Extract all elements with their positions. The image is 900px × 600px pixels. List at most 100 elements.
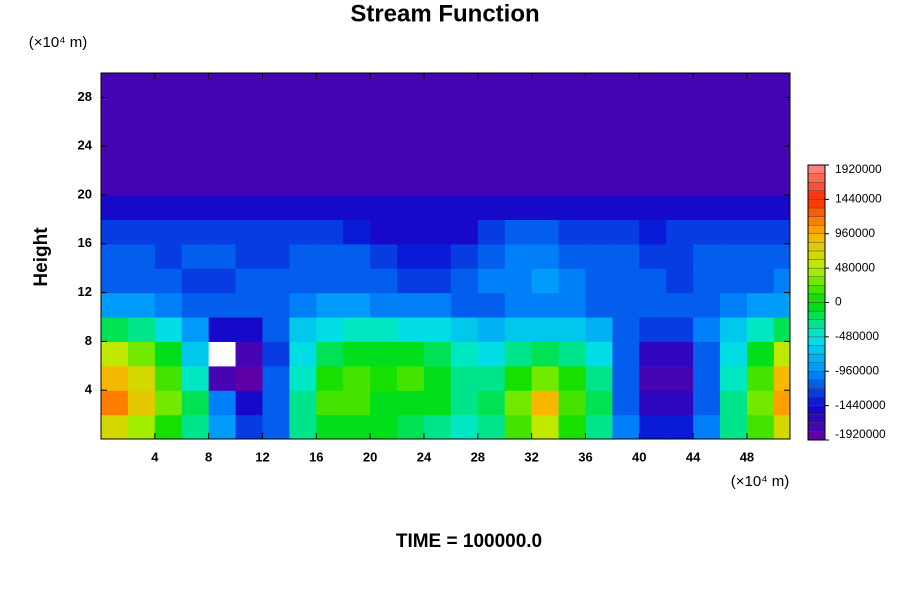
field-cell [423,414,452,439]
field-cell [154,170,183,196]
field-cell [289,97,317,123]
field-cell [370,73,398,98]
field-cell [558,195,587,220]
field-cell [154,268,183,294]
field-cell [397,414,425,439]
field-cell [666,243,694,269]
field-cell [720,146,748,172]
field-cell [639,121,667,147]
field-cell [746,73,775,98]
field-cell [397,243,425,269]
field-cell [235,195,264,220]
field-cell [585,97,613,123]
field-cell [693,97,721,123]
field-cell [773,365,790,391]
field-cell [746,268,775,294]
field-cell [612,73,640,98]
field-cell [397,365,425,391]
field-cell [477,390,506,416]
field-cell [666,73,694,98]
field-cell [720,365,748,391]
field-cell [316,146,344,172]
field-cell [612,219,640,245]
field-cell [477,121,506,147]
field-cell [504,365,533,391]
field-cell [343,146,371,172]
field-cell [316,390,344,416]
field-cell [720,317,748,342]
field-cell [720,73,748,98]
field-cell [397,97,425,123]
field-cell [154,146,183,172]
colorbar-label: 960000 [835,226,875,240]
field-cell [316,243,344,269]
field-cell [666,121,694,147]
field-cell [693,170,721,196]
field-cell [127,268,156,294]
colorbar-band [807,199,826,209]
field-cell [208,365,237,391]
field-cell [370,170,398,196]
field-cell [127,97,156,123]
field-cell [558,414,587,439]
field-cell [746,219,775,245]
field-cell [531,121,560,147]
field-cell [531,243,560,269]
field-cell [558,292,587,318]
field-cell [693,414,721,439]
field-cell [262,73,290,98]
field-cell [154,365,183,391]
field-cell [612,121,640,147]
colorbar-label: -1920000 [835,427,886,441]
colorbar-band [807,190,826,200]
field-cell [450,121,479,147]
field-cell [585,341,613,367]
field-cell [450,390,479,416]
field-cell [101,195,129,220]
field-cell [666,195,694,220]
field-cell [101,243,129,269]
field-cell [397,73,425,98]
field-cell [693,341,721,367]
field-cell [746,292,775,318]
field-cell [181,121,210,147]
field-cell [343,390,371,416]
field-cell [612,268,640,294]
field-cell [423,195,452,220]
field-cell [262,243,290,269]
field-cell [208,170,237,196]
field-cell [639,219,667,245]
field-cell [262,390,290,416]
field-cell [397,292,425,318]
field-cell [450,73,479,98]
field-cell [208,243,237,269]
colorbar-band [807,276,826,286]
field-cell [343,219,371,245]
field-cell [558,97,587,123]
field-cell [370,121,398,147]
colorbar-band [807,362,826,372]
field-cell [181,292,210,318]
field-cell [235,341,264,367]
field-cell [477,195,506,220]
field-cell [531,292,560,318]
y-tick-label: 24 [78,138,93,153]
field-cell [262,146,290,172]
field-cell [558,146,587,172]
field-cell [531,146,560,172]
x-tick-label: 32 [524,449,538,464]
field-cell [343,243,371,269]
field-cell [504,170,533,196]
field-cell [531,414,560,439]
field-cell [127,73,156,98]
chart-title: Stream Function [350,0,539,27]
field-cell [343,97,371,123]
field-cell [639,341,667,367]
field-cell [720,97,748,123]
colorbar-label: 1920000 [835,162,882,176]
field-cell [343,170,371,196]
field-cell [746,414,775,439]
field-cell [343,414,371,439]
field-cell [127,219,156,245]
field-cell [101,292,129,318]
